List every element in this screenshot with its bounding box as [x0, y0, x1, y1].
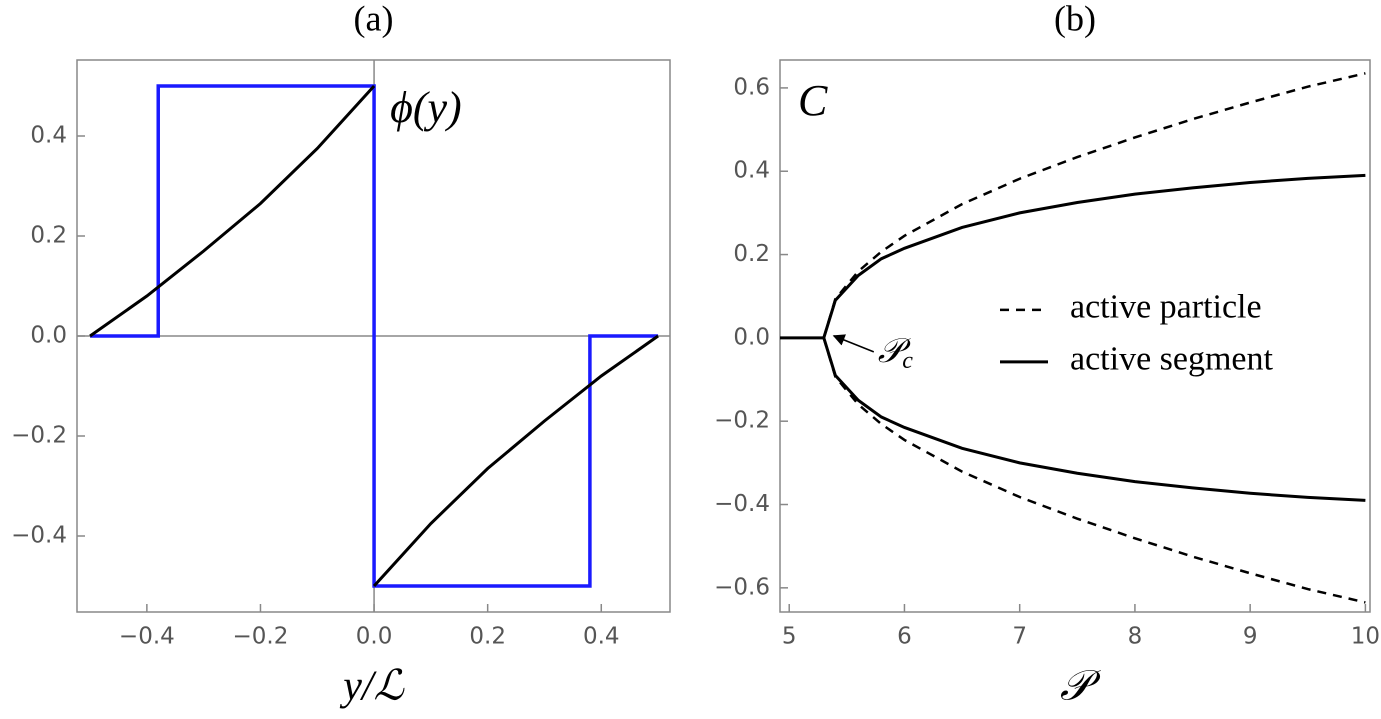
- y-tick-label: −0.4: [714, 491, 770, 517]
- y-tick-label: −0.6: [714, 574, 770, 600]
- x-tick-label: 0.4: [583, 624, 620, 650]
- x-tick-label: 6: [897, 624, 912, 650]
- x-tick-label: 7: [1012, 624, 1027, 650]
- x-tick-label: 9: [1243, 624, 1258, 650]
- y-tick-label: 0.2: [733, 241, 770, 267]
- x-axis-label: 𝒫: [1060, 664, 1101, 710]
- y-tick-label: 0.2: [30, 223, 67, 249]
- annotation: ϕ(y): [390, 83, 462, 132]
- legend-label: active particle: [1070, 289, 1262, 326]
- x-tick-label: 10: [1351, 624, 1380, 650]
- x-tick-label: −0.2: [233, 624, 289, 650]
- series-line: [822, 337, 1366, 604]
- y-tick-label: 0.4: [733, 158, 770, 184]
- series-line: [90, 84, 659, 588]
- legend-label: active segment: [1070, 341, 1274, 378]
- panel-title: (a): [354, 0, 394, 38]
- y-tick-label: −0.2: [714, 408, 770, 434]
- series-line: [822, 72, 1366, 339]
- y-tick-label: 0.0: [30, 323, 67, 349]
- x-tick-label: 0.2: [469, 624, 506, 650]
- x-tick-label: 8: [1128, 624, 1143, 650]
- series-line: [372, 334, 659, 588]
- y-tick-label: 0.0: [733, 324, 770, 350]
- y-tick-label: 0.4: [30, 123, 67, 149]
- x-axis-label: y/ℒ: [339, 664, 404, 710]
- y-tick-label: −0.2: [11, 423, 67, 449]
- x-tick-label: 0.0: [356, 624, 393, 650]
- panel-title: (b): [1054, 0, 1096, 38]
- plot-frame: [779, 59, 1371, 613]
- y-axis-label: C: [798, 76, 828, 125]
- annotation: 𝒫c: [878, 333, 914, 374]
- series-line: [822, 337, 1366, 502]
- x-tick-label: 5: [782, 624, 797, 650]
- annotation-arrow: [832, 334, 875, 353]
- series-line: [822, 173, 1366, 339]
- y-tick-label: −0.4: [11, 523, 67, 549]
- series-line: [89, 84, 376, 338]
- y-tick-label: 0.6: [733, 74, 770, 100]
- annotation-subscript: c: [902, 347, 913, 373]
- x-tick-label: −0.4: [119, 624, 175, 650]
